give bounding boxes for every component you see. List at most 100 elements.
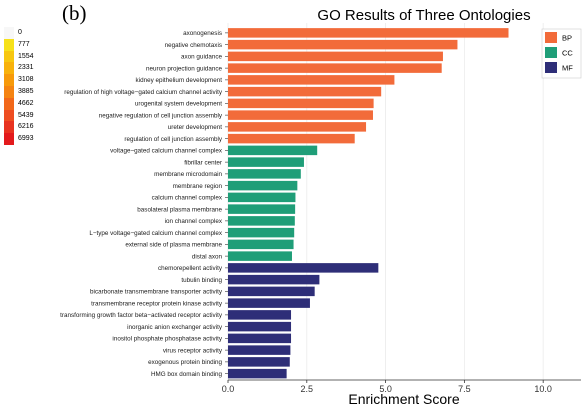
color-scale-swatch [4, 50, 14, 63]
x-tick-label: 10.0 [534, 384, 552, 394]
x-tick-label: 5.0 [379, 384, 392, 394]
category-label: chemorepellent activity [158, 265, 223, 272]
bar-mf [228, 310, 292, 320]
legend-swatch-cc [545, 47, 557, 58]
legend-swatch-mf [545, 62, 557, 73]
bar-cc [228, 239, 294, 250]
color-scale-row: 6216 [4, 121, 36, 134]
bar-bp [228, 75, 395, 85]
color-scale-label: 3108 [18, 76, 34, 84]
color-scale-swatch [4, 74, 14, 87]
color-scale-row: 777 [4, 38, 36, 51]
bar-cc [228, 227, 295, 238]
bar-cc [228, 157, 304, 167]
color-scale-row: 4662 [4, 97, 36, 110]
category-label: calcium channel complex [152, 195, 223, 202]
category-label: regulation of cell junction assembly [124, 136, 223, 143]
category-label: exogenous protein binding [148, 359, 222, 366]
category-label: axonogenesis [183, 30, 222, 37]
bar-cc [228, 251, 292, 261]
color-scale-row: 5439 [4, 109, 36, 122]
bar-bp [228, 122, 367, 132]
chart-title: GO Results of Three Ontologies [317, 7, 530, 24]
bar-cc [228, 145, 318, 156]
color-scale-row: 3885 [4, 85, 36, 98]
bar-mf [228, 286, 315, 297]
bar-mf [228, 263, 379, 273]
bar-mf [228, 321, 292, 332]
legend-swatch-bp [545, 32, 557, 43]
x-tick-label: 2.5 [301, 384, 314, 394]
color-scale-label: 1554 [18, 52, 34, 60]
color-scale-swatch [4, 27, 14, 39]
color-scale-label: 0 [18, 29, 22, 36]
color-scale-swatch [4, 62, 14, 75]
chart-legend: BP CC MF [541, 28, 582, 79]
color-scale-label: 4662 [18, 99, 34, 107]
x-axis: 0.0 2.5 5.0 7.5 10.0 [222, 379, 581, 394]
color-scale-row: 2331 [4, 62, 36, 75]
legend-label-mf: MF [562, 64, 573, 73]
category-label: kidney epithelium development [136, 77, 223, 84]
category-label: ureter development [168, 124, 223, 131]
category-label: basolateral plasma membrane [137, 206, 222, 213]
color-scale-swatch [4, 109, 14, 122]
legend-label-cc: CC [562, 49, 573, 58]
bar-cc [228, 192, 296, 203]
category-label: transmembrane receptor protein kinase ac… [91, 300, 223, 307]
category-label: bicarbonate transmembrane transporter ac… [90, 289, 223, 296]
category-label: virus receptor activity [163, 347, 223, 354]
category-label: negative chemotaxis [165, 42, 222, 49]
bars-group [228, 28, 509, 379]
color-scale-legend: 0 777 1554 2331 3108 3885 4662 5439 6216 6993 [4, 27, 36, 147]
category-label: inositol phosphate phosphatase activity [112, 336, 222, 343]
bar-bp [228, 51, 443, 62]
x-tick-label: 0.0 [222, 384, 235, 394]
bar-bp [228, 63, 442, 73]
bar-bp [228, 98, 374, 109]
category-label: axon guidance [181, 54, 222, 61]
category-label: distal axon [192, 253, 223, 260]
bar-mf [228, 357, 290, 367]
bar-mf [228, 345, 291, 355]
color-scale-label: 777 [18, 40, 30, 48]
color-scale-swatch [4, 97, 14, 110]
bar-bp [228, 86, 382, 97]
color-scale-label: 6993 [18, 135, 34, 143]
color-scale-row: 6993 [4, 133, 36, 146]
category-label: membrane region [173, 183, 223, 190]
color-scale-row: 0 [4, 27, 36, 39]
bar-bp [228, 39, 458, 50]
color-scale-label: 3885 [18, 87, 34, 95]
x-tick-label: 7.5 [458, 384, 471, 394]
bar-cc [228, 204, 296, 214]
category-label: inorganic anion exchanger activity [127, 324, 223, 331]
category-label: neuron projection guidance [146, 65, 222, 72]
bar-bp [228, 28, 509, 38]
color-scale-label: 5439 [18, 111, 34, 119]
color-scale-label: 6216 [18, 123, 34, 131]
x-axis-title: Enrichment Score [348, 391, 459, 404]
legend-label-bp: BP [562, 34, 572, 43]
color-scale-swatch [4, 85, 14, 98]
category-label: fibrillar center [184, 159, 222, 166]
color-scale-swatch [4, 38, 14, 51]
panel-label: (b) [62, 1, 87, 25]
bar-cc [228, 180, 298, 191]
bar-mf [228, 368, 287, 379]
category-labels-group: axonogenesis negative chemotaxis axon guid… [60, 30, 228, 378]
color-scale-row: 3108 [4, 74, 36, 87]
bar-bp [228, 110, 373, 120]
category-label: ion channel complex [165, 218, 223, 225]
category-label: tubulin binding [181, 277, 222, 284]
bar-mf [228, 298, 310, 308]
color-scale-swatch [4, 121, 14, 134]
bar-bp [228, 133, 355, 144]
bar-mf [228, 333, 292, 344]
category-label: voltage−gated calcium channel complex [110, 148, 223, 155]
category-label: external side of plasma membrane [125, 242, 222, 249]
color-scale-swatch [4, 133, 14, 146]
category-label: HMG box domain binding [151, 371, 223, 378]
category-label: regulation of high voltage−gated calcium… [64, 89, 223, 96]
